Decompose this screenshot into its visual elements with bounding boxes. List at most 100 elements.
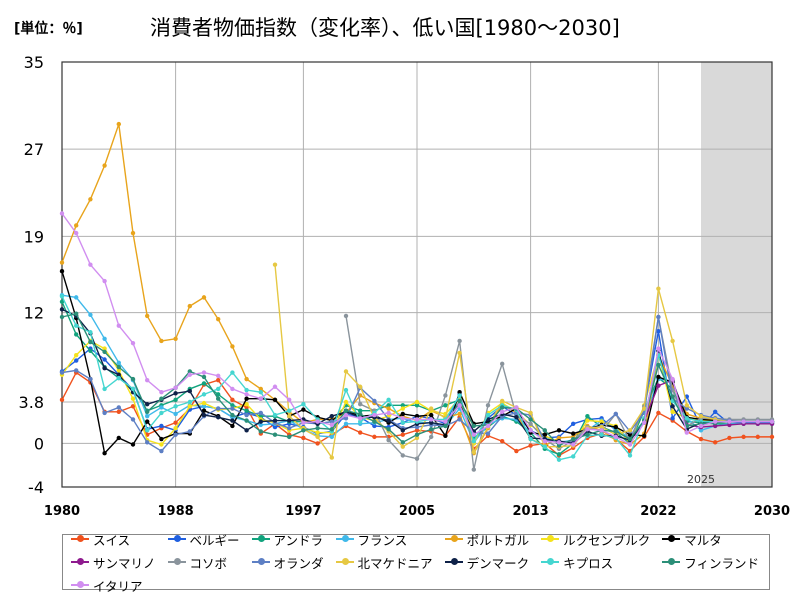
- data-point: [358, 416, 363, 421]
- legend-label: ルクセンブルク: [563, 532, 651, 548]
- data-point: [556, 443, 562, 448]
- legend-label: サンマリノ: [93, 555, 156, 571]
- x-tick-label: 2022: [640, 504, 676, 519]
- data-point: [230, 344, 235, 349]
- legend-item: フランス: [335, 530, 435, 549]
- x-tick-label: 2013: [513, 504, 549, 519]
- y-tick-label: 27: [24, 140, 44, 159]
- data-point: [216, 415, 221, 420]
- data-point: [514, 415, 519, 420]
- legend-item: オランダ: [251, 553, 326, 572]
- data-point: [414, 399, 420, 405]
- data-point: [358, 411, 363, 417]
- data-point: [216, 316, 221, 322]
- data-point: [287, 418, 292, 423]
- legend-label: ベルギー: [189, 532, 240, 548]
- data-point: [272, 424, 278, 430]
- data-point: [343, 412, 349, 418]
- data-point: [556, 428, 562, 433]
- data-point: [187, 404, 192, 409]
- data-point: [74, 295, 79, 300]
- data-point: [258, 429, 263, 434]
- data-point: [329, 419, 334, 424]
- data-point: [627, 436, 633, 442]
- data-point: [400, 411, 405, 417]
- data-point: [102, 346, 107, 351]
- legend-swatch: [444, 558, 463, 565]
- data-point: [74, 311, 79, 316]
- data-point: [713, 440, 718, 445]
- data-point: [201, 412, 207, 418]
- data-point: [130, 386, 136, 392]
- data-point: [173, 425, 178, 431]
- legend-swatch: [251, 535, 270, 542]
- data-point: [457, 417, 462, 422]
- data-point: [414, 432, 420, 437]
- data-point: [230, 386, 235, 392]
- data-point: [642, 406, 647, 411]
- data-point: [627, 453, 633, 458]
- data-point: [571, 442, 576, 447]
- data-point: [173, 336, 178, 341]
- legend-label: イタリア: [93, 578, 143, 594]
- data-point: [315, 425, 320, 431]
- data-point: [485, 412, 491, 418]
- data-point: [457, 403, 462, 408]
- data-point: [556, 435, 562, 441]
- data-point: [613, 434, 618, 440]
- data-point: [471, 432, 476, 437]
- data-point: [74, 223, 79, 228]
- data-point: [258, 422, 263, 428]
- legend-item: キプロス: [541, 553, 652, 572]
- data-point: [59, 211, 65, 216]
- data-point: [216, 396, 221, 401]
- data-point: [187, 429, 192, 434]
- data-point: [500, 439, 505, 444]
- data-point: [301, 420, 306, 425]
- data-point: [613, 424, 618, 430]
- legend-label: マルタ: [684, 532, 722, 548]
- data-point: [457, 350, 462, 356]
- y-tick-label: 0: [34, 434, 44, 453]
- x-tick-label: 1980: [44, 504, 80, 519]
- data-point: [187, 369, 192, 374]
- data-point: [571, 421, 576, 426]
- data-point: [528, 410, 533, 416]
- data-point: [287, 408, 292, 413]
- legend-item: コソボ: [167, 553, 242, 572]
- data-point: [74, 230, 79, 236]
- data-point: [244, 392, 249, 397]
- data-point: [429, 427, 434, 432]
- legend-swatch: [662, 535, 681, 542]
- data-point: [400, 416, 405, 421]
- data-point: [343, 399, 349, 405]
- data-point: [287, 425, 292, 431]
- data-point: [145, 440, 150, 445]
- data-point: [287, 397, 292, 403]
- data-point: [201, 295, 207, 300]
- data-point: [528, 417, 533, 422]
- data-point: [698, 413, 704, 419]
- forecast-label: 2025: [687, 473, 715, 486]
- data-point: [74, 352, 79, 358]
- data-point: [386, 406, 391, 411]
- legend-swatch: [335, 535, 354, 542]
- legend-swatch: [167, 535, 186, 542]
- data-point: [599, 428, 604, 433]
- data-point: [315, 430, 320, 435]
- data-point: [500, 361, 505, 367]
- legend-label: スイス: [93, 532, 131, 548]
- data-point: [59, 260, 65, 265]
- x-tick-label: 2005: [399, 504, 435, 519]
- data-point: [528, 443, 533, 448]
- data-point: [116, 360, 122, 365]
- y-tick-label: 19: [24, 227, 44, 246]
- data-point: [485, 431, 491, 436]
- data-point: [471, 467, 476, 472]
- data-point: [542, 444, 547, 449]
- data-point: [713, 409, 718, 415]
- data-point: [329, 422, 334, 428]
- data-point: [116, 121, 122, 127]
- data-point: [627, 432, 633, 437]
- data-point: [258, 386, 263, 392]
